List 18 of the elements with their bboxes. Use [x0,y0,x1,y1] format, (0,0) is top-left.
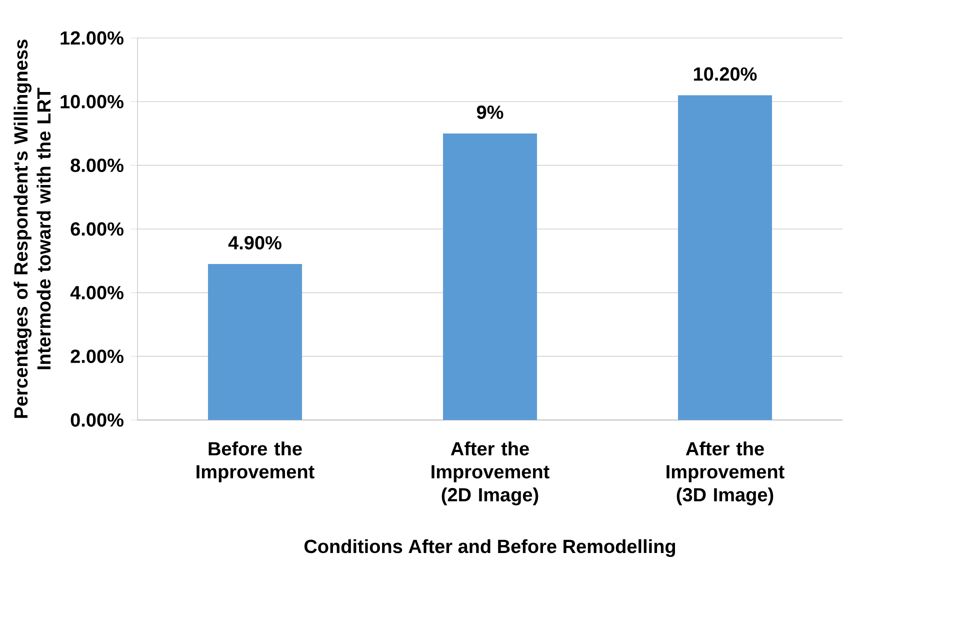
x-tick-label: After the Improvement (3D Image) [666,442,784,506]
bar [208,264,302,420]
data-label: 10.20% [694,67,757,81]
data-label: 4.90% [228,236,282,250]
x-tick-label: After the Improvement (2D Image) [432,442,550,506]
y-tick-label: 4.00% [70,286,124,300]
x-axis-title: Conditions After and Before Remodelling [304,539,676,557]
y-tick-label: 8.00% [70,158,124,172]
y-tick-label: 10.00% [60,94,124,108]
data-label: 9% [476,106,504,119]
y-tick-label: 12.00% [60,31,124,45]
bar [678,95,772,420]
y-axis-title: Percentages of Respondent's Willingness Intermode toward with the LRT [14,40,51,418]
bar [443,133,538,420]
y-tick-label: 0.00% [70,413,124,427]
y-tick-label: 2.00% [70,350,124,364]
y-tick-label: 6.00% [70,222,124,236]
x-tick-label: Before the Improvement [196,442,314,482]
